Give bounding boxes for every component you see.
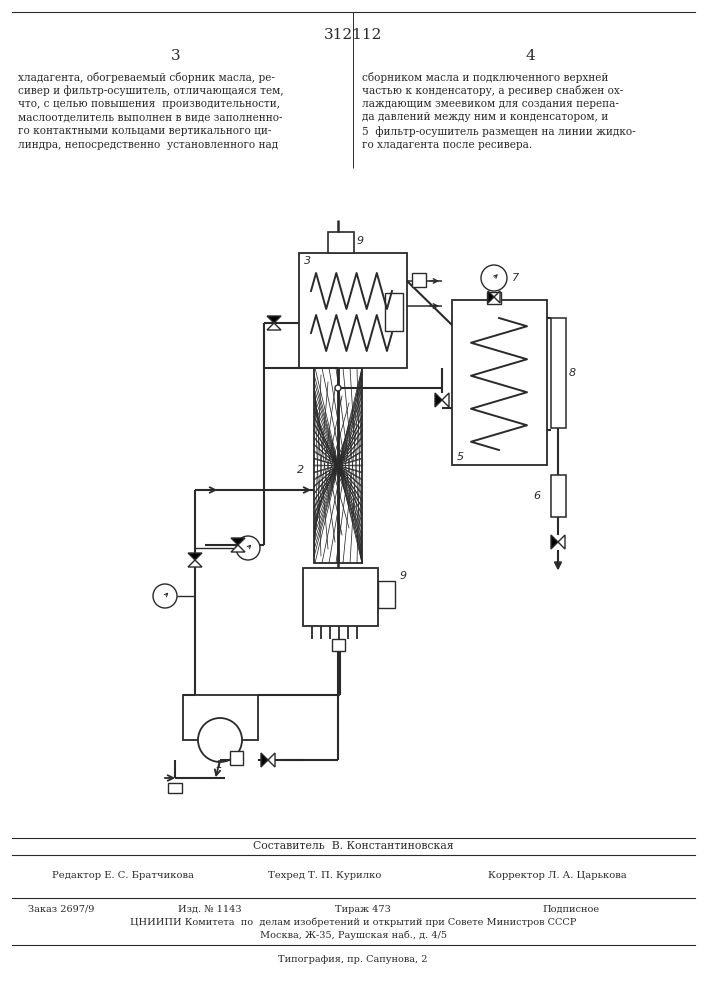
Text: Изд. № 1143: Изд. № 1143	[178, 904, 242, 914]
Text: 7: 7	[512, 273, 519, 283]
Circle shape	[481, 265, 507, 291]
Text: Техред Т. П. Курилко: Техред Т. П. Курилко	[268, 871, 381, 880]
Text: Заказ 2697/9: Заказ 2697/9	[28, 904, 94, 914]
Bar	[168, 783, 182, 793]
Bar	[452, 300, 547, 465]
Text: Подписное: Подписное	[542, 904, 599, 914]
Bar	[299, 253, 407, 368]
Bar	[385, 293, 403, 331]
Text: 9: 9	[400, 571, 407, 581]
Text: ЦНИИПИ Комитета  по  делам изобретений и открытий при Совете Министров СССР: ЦНИИПИ Комитета по делам изобретений и о…	[130, 917, 576, 927]
Bar	[328, 232, 354, 253]
Bar	[487, 292, 501, 304]
Text: 3: 3	[171, 49, 181, 63]
Circle shape	[335, 385, 341, 391]
Polygon shape	[268, 753, 275, 767]
Text: маслоотделитель выполнен в виде заполненно-: маслоотделитель выполнен в виде заполнен…	[18, 112, 283, 122]
Polygon shape	[488, 291, 494, 303]
Text: Редактор Е. С. Братчикова: Редактор Е. С. Братчикова	[52, 871, 194, 880]
Polygon shape	[261, 753, 268, 767]
Text: частью к конденсатору, а ресивер снабжен ох-: частью к конденсатору, а ресивер снабжен…	[362, 86, 624, 97]
Bar	[230, 751, 243, 765]
Bar	[314, 368, 362, 563]
Polygon shape	[231, 538, 245, 545]
Text: что, с целью повышения  производительности,: что, с целью повышения производительност…	[18, 99, 280, 109]
Bar	[332, 639, 345, 651]
Text: Составитель  В. Константиновская: Составитель В. Константиновская	[252, 841, 453, 851]
Text: го контактными кольцами вертикального ци-: го контактными кольцами вертикального ци…	[18, 126, 271, 136]
Polygon shape	[188, 560, 202, 567]
Text: Тираж 473: Тираж 473	[335, 904, 391, 914]
Text: Корректор Л. А. Царькова: Корректор Л. А. Царькова	[488, 871, 626, 880]
Text: сивер и фильтр-осушитель, отличающаяся тем,: сивер и фильтр-осушитель, отличающаяся т…	[18, 86, 284, 96]
Bar	[378, 581, 395, 608]
Text: 1: 1	[215, 760, 222, 770]
Text: 5: 5	[457, 452, 464, 462]
Text: 312112: 312112	[324, 28, 382, 42]
Text: 9: 9	[357, 236, 364, 246]
Text: хладагента, обогреваемый сборник масла, ре-: хладагента, обогреваемый сборник масла, …	[18, 72, 275, 83]
Text: лаждающим змеевиком для создания перепа-: лаждающим змеевиком для создания перепа-	[362, 99, 619, 109]
Text: 3: 3	[304, 256, 311, 266]
Polygon shape	[442, 393, 449, 407]
Polygon shape	[231, 545, 245, 552]
Text: 8: 8	[569, 368, 576, 378]
Polygon shape	[558, 535, 565, 549]
Text: Типография, пр. Сапунова, 2: Типография, пр. Сапунова, 2	[279, 956, 428, 964]
Polygon shape	[554, 562, 561, 569]
Text: 4: 4	[525, 49, 535, 63]
Bar	[412, 273, 426, 287]
Text: сборником масла и подключенного верхней: сборником масла и подключенного верхней	[362, 72, 609, 83]
Text: да давлений между ним и конденсатором, и: да давлений между ним и конденсатором, и	[362, 112, 608, 122]
Bar	[551, 318, 566, 428]
Text: 2: 2	[297, 465, 304, 475]
Circle shape	[198, 718, 242, 762]
Polygon shape	[267, 316, 281, 323]
Bar	[551, 475, 566, 517]
Polygon shape	[435, 393, 442, 407]
Bar	[183, 695, 258, 740]
Text: 5  фильтр-осушитель размещен на линии жидко-: 5 фильтр-осушитель размещен на линии жид…	[362, 126, 636, 137]
Polygon shape	[188, 553, 202, 560]
Bar	[303, 568, 378, 626]
Polygon shape	[551, 535, 558, 549]
Text: 6: 6	[533, 491, 540, 501]
Circle shape	[236, 536, 260, 560]
Text: Москва, Ж-35, Раушская наб., д. 4/5: Москва, Ж-35, Раушская наб., д. 4/5	[259, 930, 447, 940]
Circle shape	[153, 584, 177, 608]
Text: го хладагента после ресивера.: го хладагента после ресивера.	[362, 139, 532, 149]
Polygon shape	[267, 323, 281, 330]
Polygon shape	[494, 291, 500, 303]
Text: линдра, непосредственно  установленного над: линдра, непосредственно установленного н…	[18, 139, 278, 149]
